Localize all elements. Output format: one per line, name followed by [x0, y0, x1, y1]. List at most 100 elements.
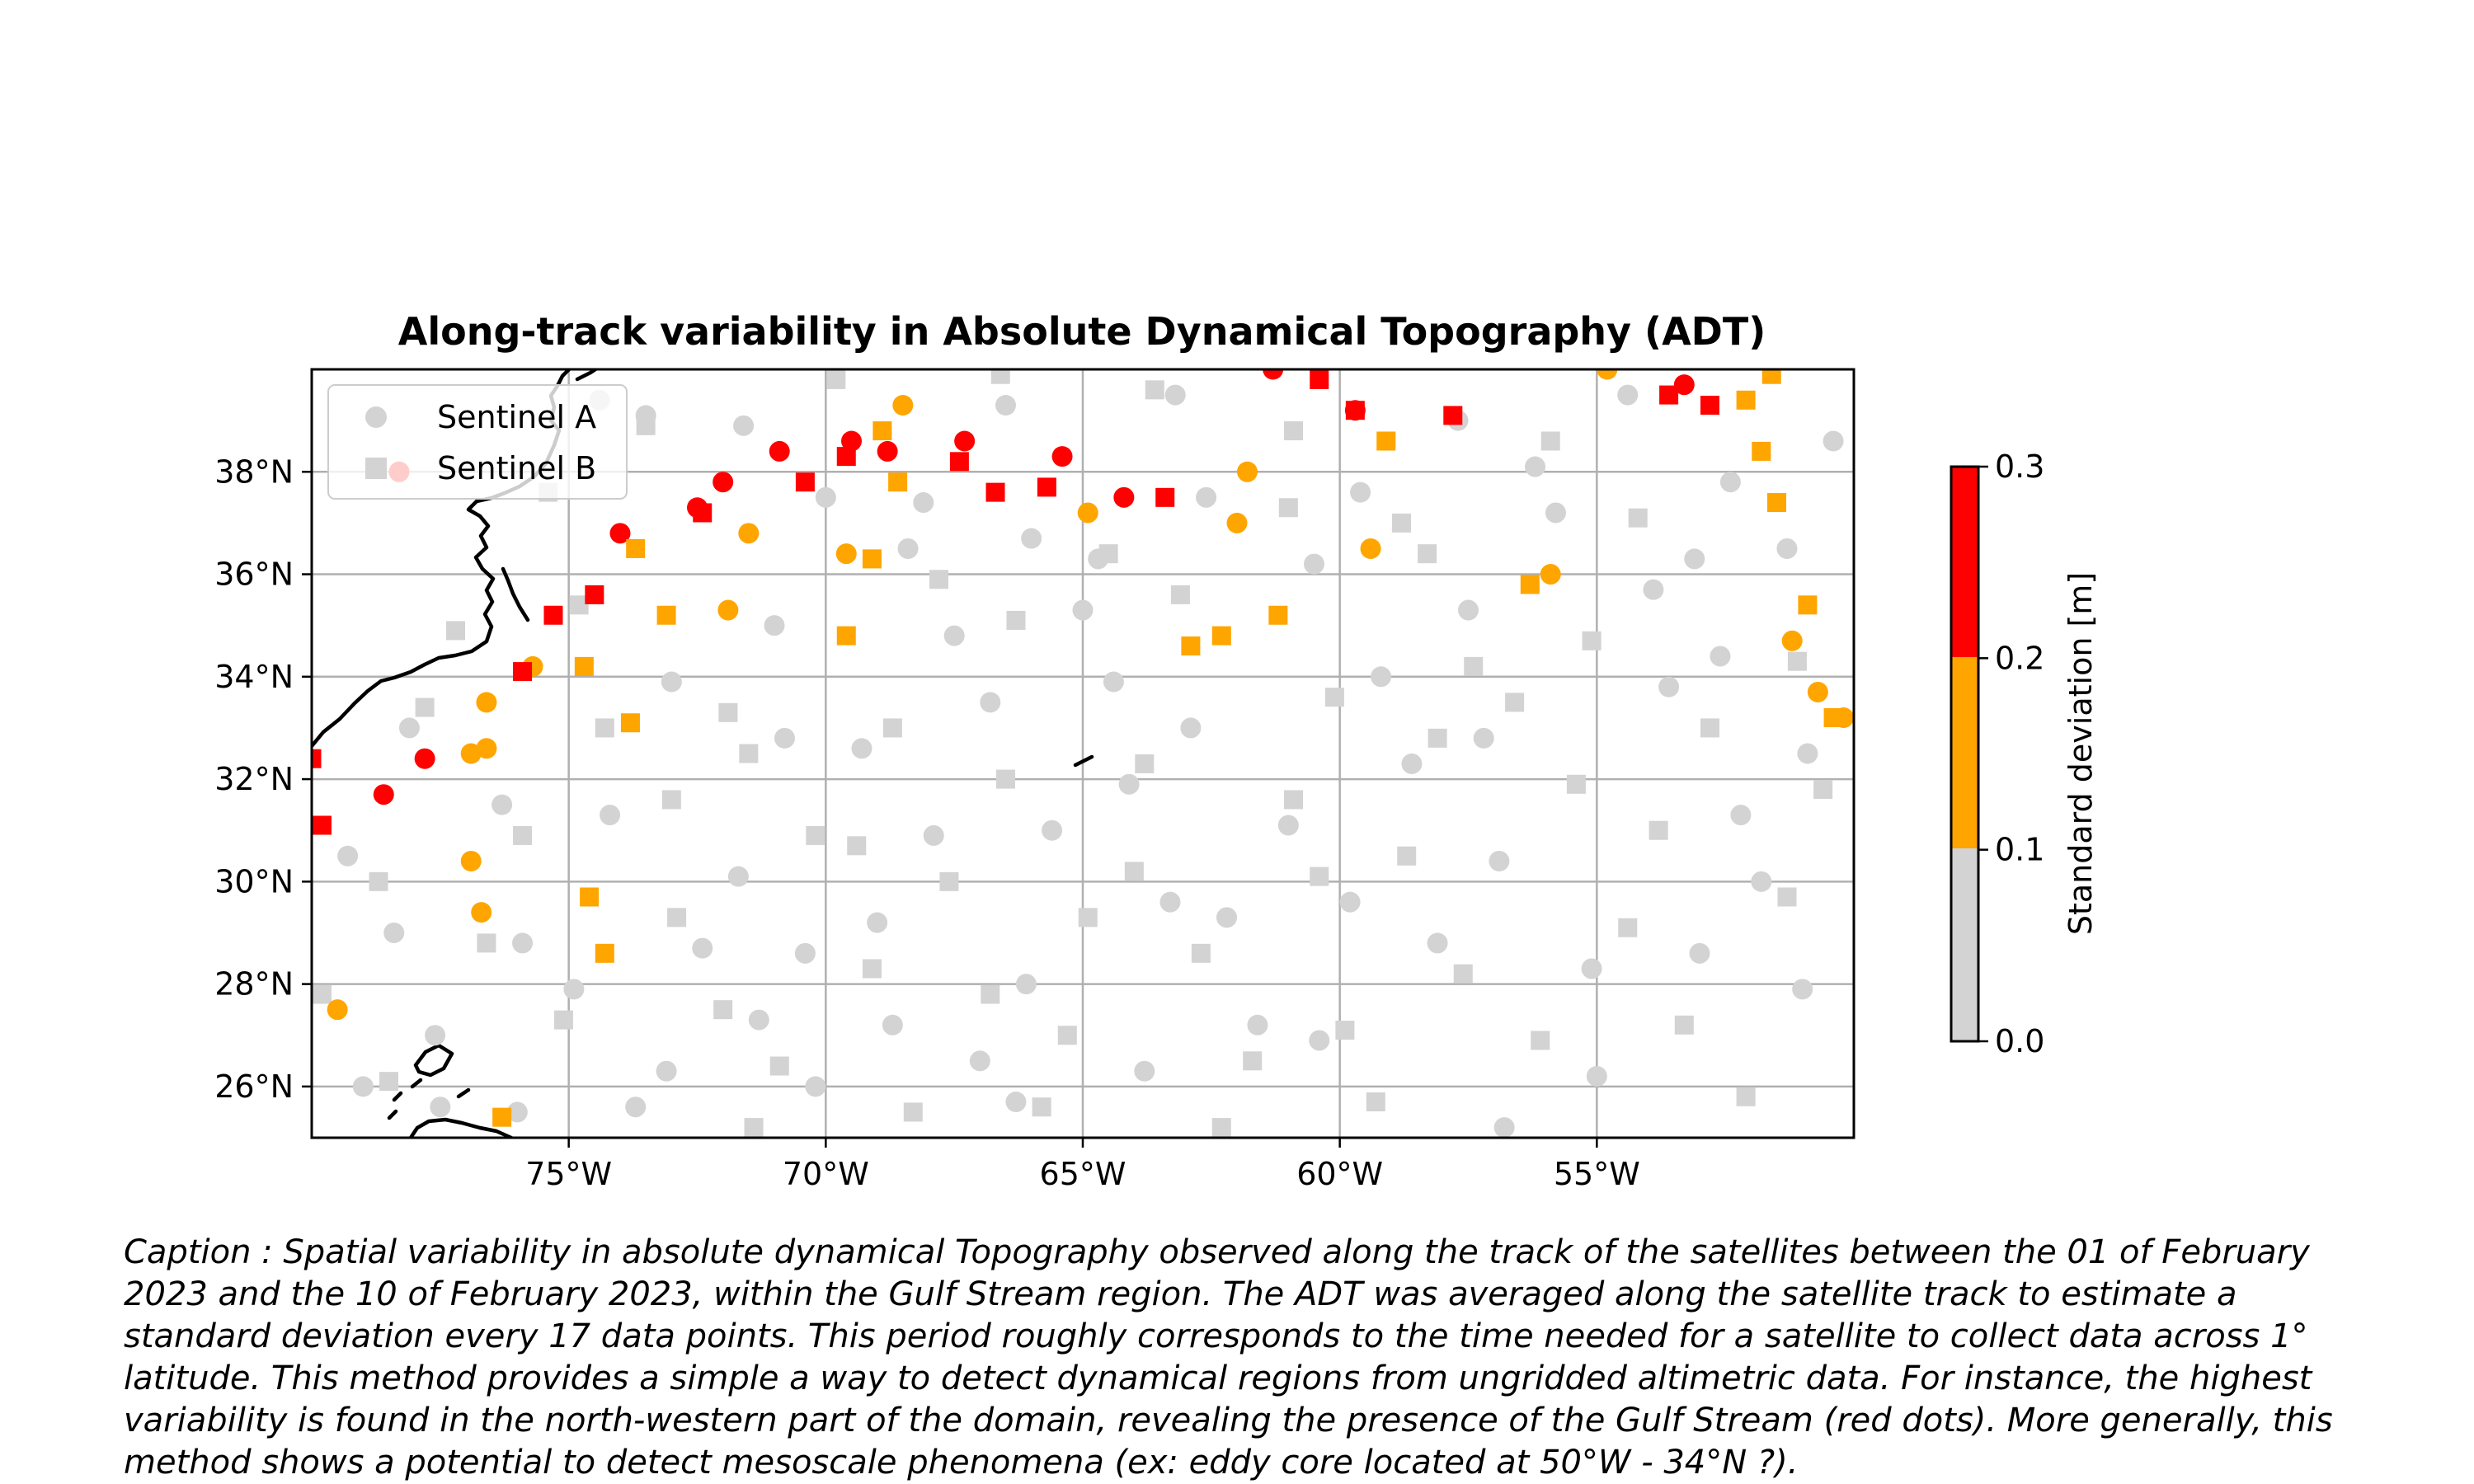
sentinel-b-point	[1310, 369, 1329, 389]
sentinel-a-point	[1807, 681, 1828, 702]
sentinel-a-point	[609, 523, 631, 544]
sentinel-a-point	[867, 912, 888, 933]
sentinel-a-point	[1751, 871, 1772, 892]
sentinel-a-point	[1401, 753, 1423, 774]
colorbar-tick-label: 0.2	[1995, 640, 2044, 676]
sentinel-b-point	[903, 1102, 923, 1122]
y-axis: 26°N 28°N 30°N 32°N 34°N 36°N 38°N	[214, 453, 312, 1105]
sentinel-b-point	[543, 605, 563, 625]
sentinel-a-point	[913, 492, 934, 514]
sentinel-b-point	[312, 749, 322, 768]
sentinel-a-point	[1021, 528, 1042, 549]
sentinel-b-point	[1787, 651, 1807, 671]
sentinel-b-point	[744, 1118, 764, 1138]
sentinel-b-point	[713, 1000, 733, 1020]
sentinel-b-point	[1376, 431, 1396, 451]
sentinel-a-point	[1304, 553, 1324, 575]
sentinel-b-point	[1520, 575, 1540, 594]
sentinel-b-point	[1798, 595, 1818, 615]
sentinel-b-point	[1628, 508, 1648, 528]
sentinel-a-point	[1077, 502, 1098, 524]
caption-line: variability is found in the north-wester…	[124, 1402, 2333, 1439]
sentinel-a-point	[1719, 472, 1741, 493]
sentinel-a-point	[1216, 907, 1238, 928]
colorbar-tick-label: 0.0	[1995, 1023, 2044, 1059]
sentinel-a-point	[1263, 369, 1284, 380]
sentinel-a-point	[1540, 564, 1561, 585]
sentinel-a-point	[1113, 486, 1135, 508]
sentinel-b-point	[1057, 1026, 1077, 1045]
sentinel-b-point	[1181, 636, 1201, 656]
sentinel-a-point	[738, 523, 760, 544]
sentinel-b-point	[595, 943, 614, 963]
sentinel-a-point	[748, 1009, 769, 1031]
sentinel-b-point	[862, 959, 882, 979]
sentinel-b-point	[1191, 943, 1211, 963]
sentinel-b-point	[1335, 1021, 1355, 1040]
sentinel-a-point	[764, 615, 785, 636]
sentinel-a-point	[923, 824, 944, 846]
legend-marker-circle	[365, 406, 387, 428]
bermuda	[1073, 754, 1094, 768]
sentinel-a-point	[1597, 369, 1618, 380]
legend-marker-square	[365, 458, 387, 479]
sentinel-b-point	[1582, 631, 1602, 650]
outer-banks	[501, 566, 530, 622]
sentinel-a-point	[1134, 1060, 1155, 1082]
sentinel-b-point	[1006, 610, 1026, 630]
x-tick-label: 65°W	[1040, 1156, 1126, 1192]
legend-label-sentinel-a: Sentinel A	[437, 399, 596, 435]
sentinel-a-point	[1581, 958, 1602, 979]
sentinel-b-point	[949, 452, 969, 472]
sentinel-a-point	[1247, 1014, 1268, 1036]
sentinel-b-point	[1278, 498, 1298, 518]
sentinel-b-point	[1345, 401, 1365, 420]
sentinel-b-point	[1531, 1031, 1550, 1050]
bahamas-andros	[413, 1043, 454, 1078]
sentinel-a-point	[1673, 374, 1695, 396]
sentinel-a-point	[1797, 743, 1818, 764]
sentinel-a-point	[774, 727, 795, 749]
gridlines	[312, 369, 1854, 1138]
sentinel-b-point	[477, 933, 496, 953]
sentinel-a-point	[337, 845, 359, 866]
sentinel-a-point	[383, 922, 405, 943]
sentinel-b-point	[580, 887, 600, 907]
y-tick-label: 28°N	[214, 966, 294, 1003]
sentinel-b-point	[661, 790, 681, 810]
sentinel-b-point	[312, 984, 332, 1004]
sentinel-a-point	[1781, 630, 1803, 651]
sentinel-b-point	[513, 825, 533, 845]
sentinel-b-point	[1823, 708, 1843, 728]
sentinel-a-point	[656, 1060, 677, 1082]
sentinel-b-point	[553, 1010, 573, 1030]
sentinel-a-point	[476, 692, 497, 713]
sentinel-a-point	[373, 784, 394, 805]
sentinel-b-point	[1324, 688, 1344, 707]
colorbar: 0.0 0.1 0.2 0.3 Standard deviation [m]	[1950, 448, 2099, 1059]
sentinel-b-point	[1767, 493, 1786, 513]
y-tick-label: 34°N	[214, 659, 294, 695]
sentinel-a-point	[625, 1097, 647, 1118]
sentinel-b-point	[1135, 754, 1155, 773]
sentinel-a-point	[600, 805, 621, 826]
caption-line: 2023 and the 10 of February 2023, within…	[124, 1275, 2237, 1313]
sentinel-a-point	[1710, 646, 1731, 667]
sentinel-b-point	[981, 984, 1000, 1004]
sentinel-a-point	[943, 625, 965, 646]
sentinel-a-point	[425, 1025, 446, 1046]
sentinel-a-point	[1525, 456, 1546, 477]
sentinel-a-point	[713, 472, 734, 493]
sentinel-a-point	[1371, 666, 1392, 688]
colorbar-bin-low	[1951, 848, 1978, 1041]
sentinel-b-point	[862, 549, 882, 569]
sentinel-a-point	[1545, 502, 1566, 524]
sentinel-a-point	[727, 866, 749, 887]
colorbar-bin-mid	[1951, 657, 1978, 848]
colorbar-label: Standard deviation [m]	[2062, 572, 2099, 935]
sentinel-a-point	[430, 1097, 451, 1118]
sentinel-b-point	[656, 605, 676, 625]
sentinel-a-point	[995, 394, 1016, 416]
sentinel-b-point	[1098, 544, 1118, 564]
